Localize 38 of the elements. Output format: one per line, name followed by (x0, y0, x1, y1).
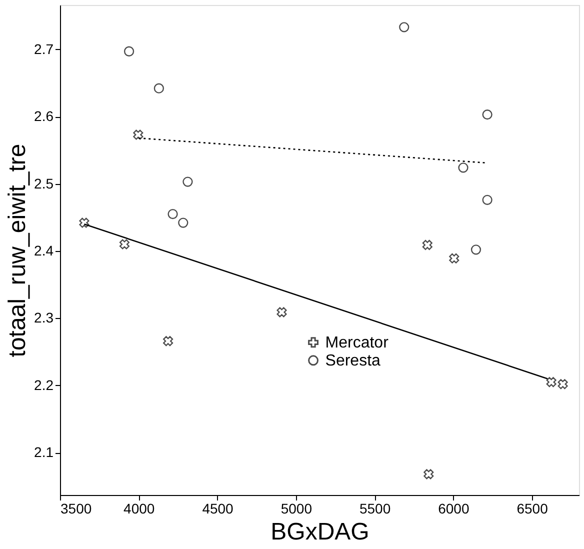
x-tick-label: 6000 (438, 500, 470, 516)
point (449, 253, 460, 264)
point (482, 194, 492, 205)
x-tick-label: 4000 (124, 500, 155, 516)
x-tick-label: 3500 (60, 500, 92, 516)
point (133, 130, 144, 140)
y-tick-label: 2.3 (34, 310, 54, 326)
point (178, 218, 188, 228)
point (79, 218, 90, 228)
y-tick-label: 2.5 (34, 175, 54, 192)
point (470, 244, 482, 255)
point (163, 336, 174, 346)
x-tick-label: 5500 (359, 500, 391, 516)
point (546, 377, 556, 388)
y-tick-label: 2.1 (34, 444, 54, 460)
x-tick-label: 4500 (202, 500, 234, 516)
x-tick-label: 6500 (516, 500, 548, 516)
y-tick-label: 2.7 (34, 40, 54, 57)
y-tick-label: 2.4 (34, 242, 54, 259)
point (458, 162, 468, 173)
y-tick-label: 2.2 (34, 376, 54, 393)
point (276, 307, 287, 318)
point (124, 46, 134, 56)
point (182, 176, 193, 187)
point (422, 240, 432, 250)
point (482, 110, 492, 120)
y-tick-label: 2.6 (34, 108, 54, 124)
y-axis-title: totaal_ruw_eiwit_tre (4, 144, 32, 358)
point (168, 208, 178, 220)
point (119, 239, 130, 250)
legend-label: Seresta (325, 352, 381, 370)
x-axis-title: BGxDAG (270, 518, 370, 546)
legend-label: Mercator (325, 334, 390, 352)
point (154, 83, 164, 94)
x-tick-label: 5000 (280, 500, 312, 516)
point (424, 469, 434, 480)
point (558, 379, 568, 390)
point (399, 22, 410, 32)
